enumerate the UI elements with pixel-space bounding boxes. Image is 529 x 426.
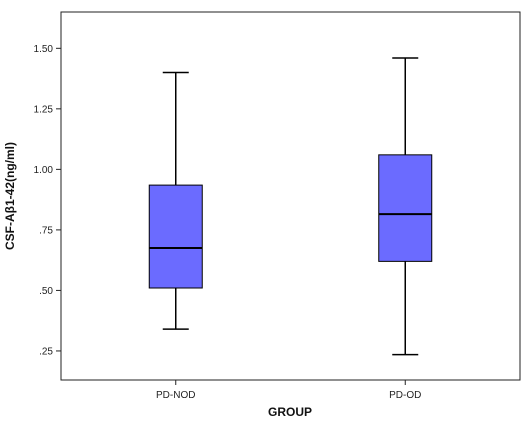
y-axis-title: CSF-Aβ1-42(ng/ml) — [3, 142, 17, 250]
x-tick-label: PD-NOD — [156, 390, 195, 401]
boxes — [148, 57, 433, 356]
x-axis-ticks: PD-NOD PD-OD — [156, 380, 421, 401]
iqr-box — [148, 184, 203, 289]
iqr-box — [378, 154, 433, 262]
y-tick-label: 1.50 — [34, 44, 54, 55]
y-tick-label: .25 — [39, 346, 53, 357]
box-pd-nod — [148, 71, 203, 330]
x-tick-label: PD-OD — [389, 390, 421, 401]
y-tick-label: 1.25 — [34, 104, 54, 115]
x-axis-title: GROUP — [268, 405, 312, 419]
plot-frame — [60, 11, 521, 381]
box-pd-od — [378, 57, 433, 356]
y-tick-label: .50 — [39, 286, 53, 297]
y-tick-label: .75 — [39, 225, 53, 236]
y-tick-label: 1.00 — [34, 165, 54, 176]
y-axis-ticks: .25 .50 .75 1.00 1.25 1.50 — [34, 44, 61, 357]
